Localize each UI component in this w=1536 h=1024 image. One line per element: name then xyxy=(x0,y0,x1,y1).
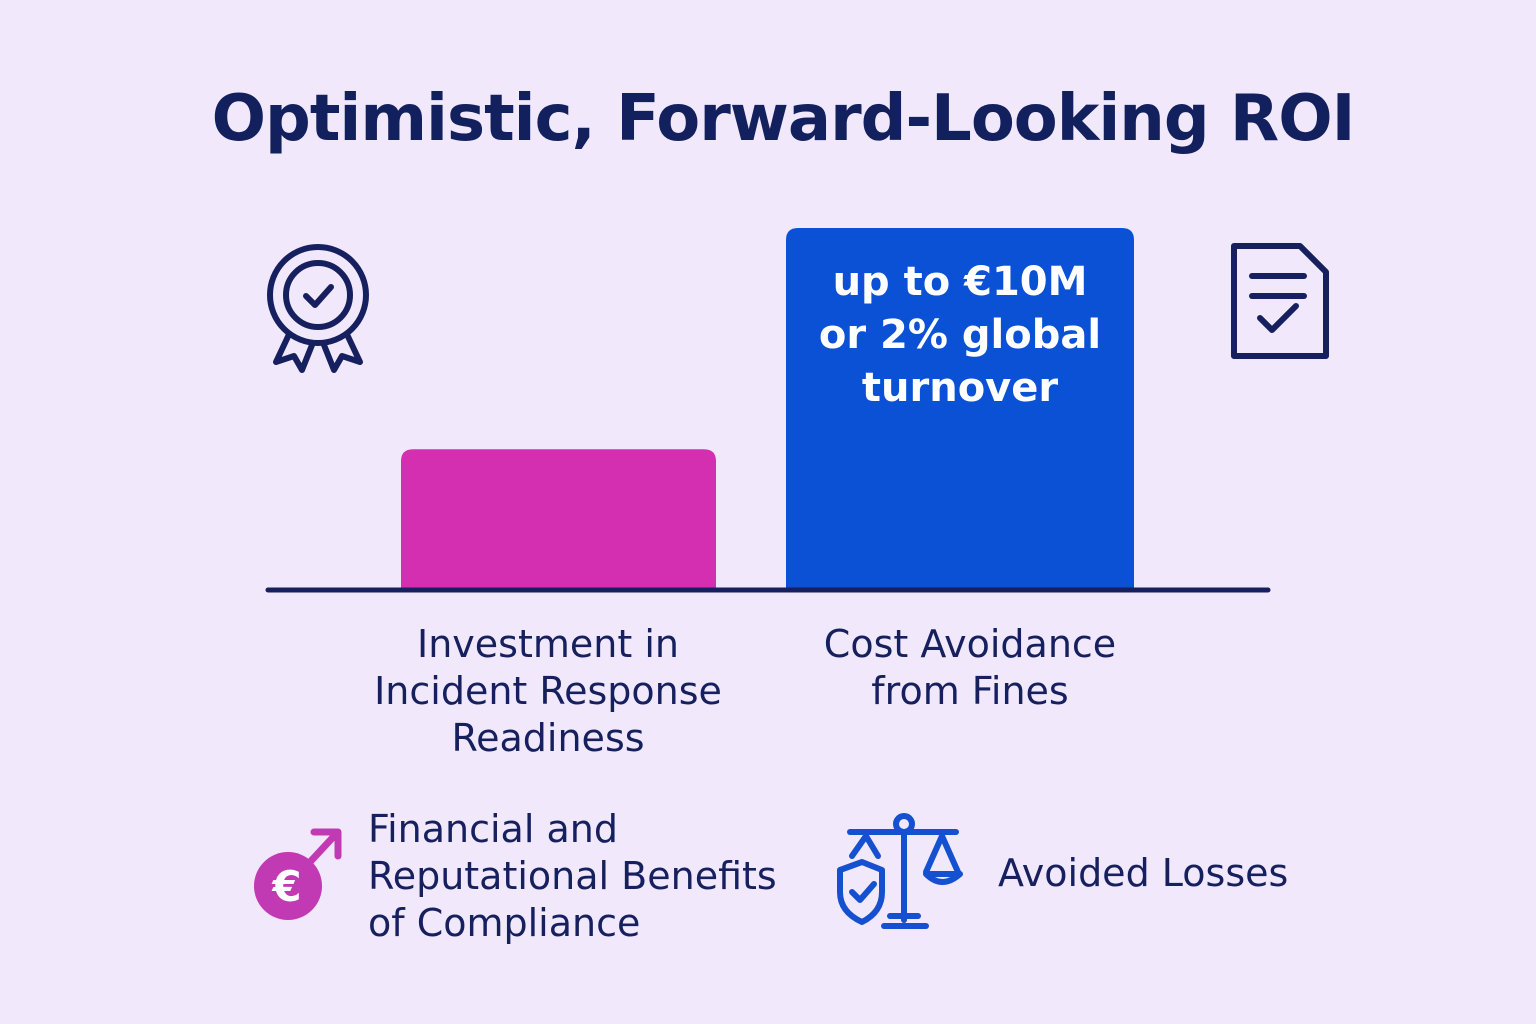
legend-label: Financial and Reputational Benefits of Com… xyxy=(368,806,808,947)
award-badge-icon xyxy=(267,244,369,373)
text-line: or 2% global xyxy=(818,312,1102,358)
svg-text:€: € xyxy=(271,862,301,911)
euro-arrow-icon: € xyxy=(254,828,342,920)
x-tick-label: Investment in Incident Response Readiness xyxy=(348,621,748,762)
text-line: Avoided Losses xyxy=(998,851,1289,895)
x-tick-label: Cost Avoidance from Fines xyxy=(770,621,1170,715)
bar xyxy=(401,449,716,590)
chart-title: Optimistic, Forward-Looking ROI xyxy=(211,82,1356,156)
text-line: Financial and xyxy=(368,807,618,851)
text-line: Cost Avoidance xyxy=(823,622,1117,666)
text-line: of Compliance xyxy=(368,901,641,945)
text-line: up to €10M xyxy=(832,259,1088,305)
scales-shield-icon xyxy=(837,813,963,929)
bar-annotation: up to €10M or 2% global turnover xyxy=(786,256,1134,415)
text-line: from Fines xyxy=(871,669,1069,713)
checklist-document-icon xyxy=(1231,243,1329,359)
text-line: Reputational Benefits xyxy=(368,854,777,898)
text-line: turnover xyxy=(861,365,1059,411)
legend-label: Avoided Losses xyxy=(998,850,1338,897)
text-line: Readiness xyxy=(451,716,645,760)
text-line: Incident Response xyxy=(374,669,722,713)
text-line: Investment in xyxy=(417,622,679,666)
bar xyxy=(786,228,1134,590)
